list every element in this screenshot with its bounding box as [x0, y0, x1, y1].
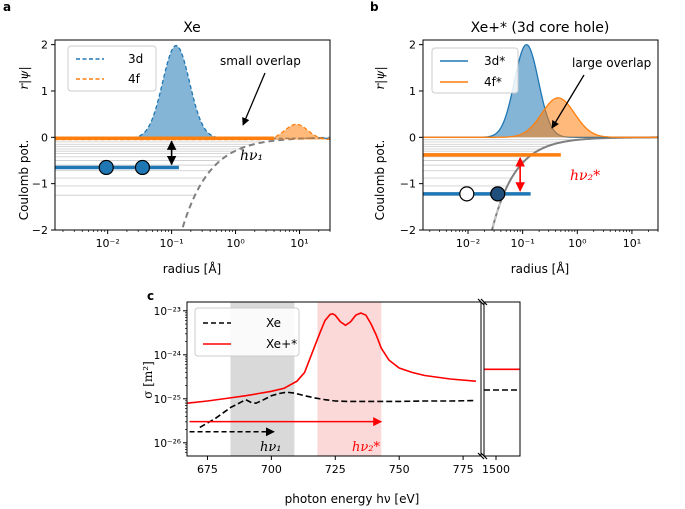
y-tick-label: 1 [409, 85, 416, 98]
panel-b-frame [422, 39, 659, 231]
x-tick-label: 10⁻² [96, 237, 120, 250]
x-tick-label: 675 [197, 463, 218, 476]
panel-b-ylabel-psi: r|ψ| [373, 66, 387, 89]
panel-c: 675 700 725 750 775 150010⁻²⁶10⁻²⁵10⁻²⁴10⁻²³ … [141, 298, 521, 506]
panel-a: Xe 10⁻² 10⁻¹ 10⁰ 10¹ −2 −1 0 1 2 radius [Å] Coul… [17, 20, 331, 276]
legend-label-xe: Xe [266, 316, 281, 330]
electron [490, 186, 506, 202]
y-tick-label: −1 [400, 178, 416, 191]
x-tick-label: 10⁰ [226, 237, 245, 250]
panel-b-ylabel-pot: Coulomb pot. [373, 140, 387, 221]
panel-b-title: Xe+* (3d core hole) [471, 20, 610, 36]
annotation-hnu1: hν₁ [240, 148, 263, 164]
y-tick-label: 2 [41, 39, 48, 52]
panel-a-frame [54, 39, 331, 231]
annotation-small-overlap: small overlap [220, 54, 301, 68]
legend-label-4f: 4f [128, 72, 141, 86]
electron [134, 159, 151, 176]
large-overlap-arrow [551, 74, 585, 129]
panel-b-legend: 3d* 4f* [431, 47, 519, 94]
small-overlap-arrow [242, 72, 266, 126]
panel-a-ylabel-psi: r|ψ| [17, 66, 31, 89]
panel-c-xlabel: photon energy hν [eV] [285, 492, 420, 506]
x-tick-label: 10⁰ [568, 237, 587, 250]
y-tick-label: 10⁻²⁴ [154, 350, 181, 362]
inset-x-tick-label: 1500 [482, 463, 510, 476]
x-tick-label: 10¹ [290, 237, 308, 250]
electron [98, 159, 114, 176]
x-tick-label: 10⁻¹ [160, 237, 184, 250]
legend-label-3d: 3d [128, 52, 143, 66]
axis-break-top [477, 298, 488, 306]
y-tick-label: −1 [32, 178, 48, 191]
x-tick-label: 10⁻¹ [511, 237, 535, 250]
cross-section-xe [199, 391, 476, 429]
y-tick-label: 1 [41, 85, 48, 98]
panel-label-c: c [147, 289, 154, 303]
y-tick-label: −2 [400, 224, 416, 237]
panel-b-xlabel: radius [Å] [511, 261, 569, 276]
panel-c-axes: 675 700 725 750 775 1500 10⁻²⁶ 10⁻²⁵ 10⁻²⁴ 10⁻²³ [154, 306, 510, 476]
panel-c-legend: Xe Xe+* [194, 307, 300, 357]
panel-b-axes: 10⁻² 10⁻¹ 10⁰ 10¹ −2 −1 0 1 2 [400, 39, 659, 250]
panel-a-legend: 3d 4f [67, 45, 157, 92]
x-tick-label: 775 [453, 463, 474, 476]
panel-a-title: Xe [183, 20, 201, 36]
y-tick-label: 10⁻²³ [154, 306, 181, 318]
legend-label-3dstar: 3d* [484, 54, 505, 68]
x-tick-label: 750 [389, 463, 410, 476]
panel-c-hnu2-label: hν₂* [352, 440, 380, 455]
panel-label-a: a [3, 0, 11, 14]
y-tick-label: 0 [409, 131, 416, 144]
y-tick-label: 10⁻²⁶ [154, 438, 181, 450]
cross-section-xeplus [187, 312, 476, 404]
legend-label-4fstar: 4f* [484, 75, 502, 89]
panel-c-frame [186, 301, 482, 457]
y-tick-label: 0 [41, 131, 48, 144]
axis-break-bottom [477, 452, 488, 460]
panel-b-plot-area [423, 43, 658, 230]
panel-label-b: b [370, 0, 379, 14]
panel-c-inset-frame [483, 301, 521, 457]
y-tick-label: −2 [32, 224, 48, 237]
panel-a-plot-area [55, 44, 330, 230]
orbital-fill-0 [55, 45, 330, 139]
orbital-fill-1 [423, 97, 658, 138]
panel-c-inset-area [484, 368, 520, 391]
panel-b: Xe+* (3d core hole) 10⁻² 10⁻¹ 10⁰ 10¹−2−101… [373, 20, 659, 276]
x-tick-label: 10¹ [623, 237, 641, 250]
annotation-large-overlap: large overlap [572, 56, 651, 70]
panel-a-xlabel: radius [Å] [163, 261, 221, 276]
x-tick-label: 725 [325, 463, 346, 476]
panel-c-hnu1-label: hν₁ [260, 440, 282, 455]
y-tick-label: 2 [409, 39, 416, 52]
x-tick-label: 10⁻² [456, 237, 480, 250]
orbital-fill-1 [55, 124, 330, 140]
annotation-hnu2: hν₂* [570, 168, 600, 184]
legend-label-xeplus: Xe+* [266, 337, 297, 351]
panel-a-ylabel-pot: Coulomb pot. [17, 140, 31, 221]
x-tick-label: 700 [261, 463, 282, 476]
panel-a-axes: 10⁻² 10⁻¹ 10⁰ 10¹ −2 −1 0 1 2 [32, 39, 331, 250]
panel-c-ylabel: σ [m²] [141, 361, 155, 399]
core-hole [459, 186, 475, 202]
y-tick-label: 10⁻²⁵ [154, 394, 181, 406]
shaded-band-1 [317, 302, 382, 456]
orbital-curve-1 [423, 97, 658, 138]
